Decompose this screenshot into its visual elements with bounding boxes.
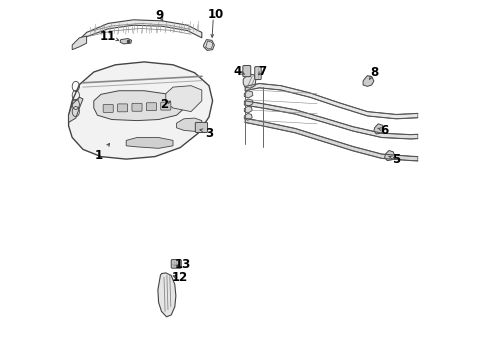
Text: 1: 1 <box>95 149 103 162</box>
Polygon shape <box>245 118 418 161</box>
Polygon shape <box>69 97 83 122</box>
FancyBboxPatch shape <box>171 260 181 268</box>
FancyBboxPatch shape <box>147 103 156 111</box>
Polygon shape <box>245 101 418 139</box>
Polygon shape <box>385 150 395 161</box>
FancyBboxPatch shape <box>196 122 208 132</box>
Polygon shape <box>120 39 132 44</box>
Text: 3: 3 <box>205 127 213 140</box>
Polygon shape <box>69 62 213 159</box>
Polygon shape <box>374 124 384 134</box>
Text: 13: 13 <box>175 258 191 271</box>
FancyBboxPatch shape <box>132 103 142 111</box>
FancyBboxPatch shape <box>118 104 127 112</box>
FancyBboxPatch shape <box>243 66 251 77</box>
Text: 2: 2 <box>160 98 168 111</box>
FancyBboxPatch shape <box>161 102 171 110</box>
Polygon shape <box>166 86 202 112</box>
Polygon shape <box>158 273 176 317</box>
Polygon shape <box>245 106 252 113</box>
Polygon shape <box>176 118 202 131</box>
Text: 8: 8 <box>370 66 378 79</box>
Text: 10: 10 <box>207 8 223 21</box>
Polygon shape <box>94 91 184 121</box>
Text: 6: 6 <box>381 124 389 137</box>
Text: 12: 12 <box>172 271 188 284</box>
Text: 7: 7 <box>258 65 267 78</box>
Polygon shape <box>245 84 418 119</box>
Polygon shape <box>245 91 253 98</box>
FancyBboxPatch shape <box>255 67 261 80</box>
Polygon shape <box>204 40 215 50</box>
Polygon shape <box>126 138 173 148</box>
Polygon shape <box>72 36 87 50</box>
Polygon shape <box>245 99 253 106</box>
Text: 9: 9 <box>155 9 164 22</box>
Polygon shape <box>363 76 374 86</box>
Polygon shape <box>76 20 202 47</box>
Text: 4: 4 <box>234 65 242 78</box>
Polygon shape <box>245 113 252 120</box>
Text: 5: 5 <box>392 153 400 166</box>
FancyBboxPatch shape <box>103 104 113 112</box>
Polygon shape <box>243 74 256 88</box>
Text: 11: 11 <box>99 30 116 43</box>
